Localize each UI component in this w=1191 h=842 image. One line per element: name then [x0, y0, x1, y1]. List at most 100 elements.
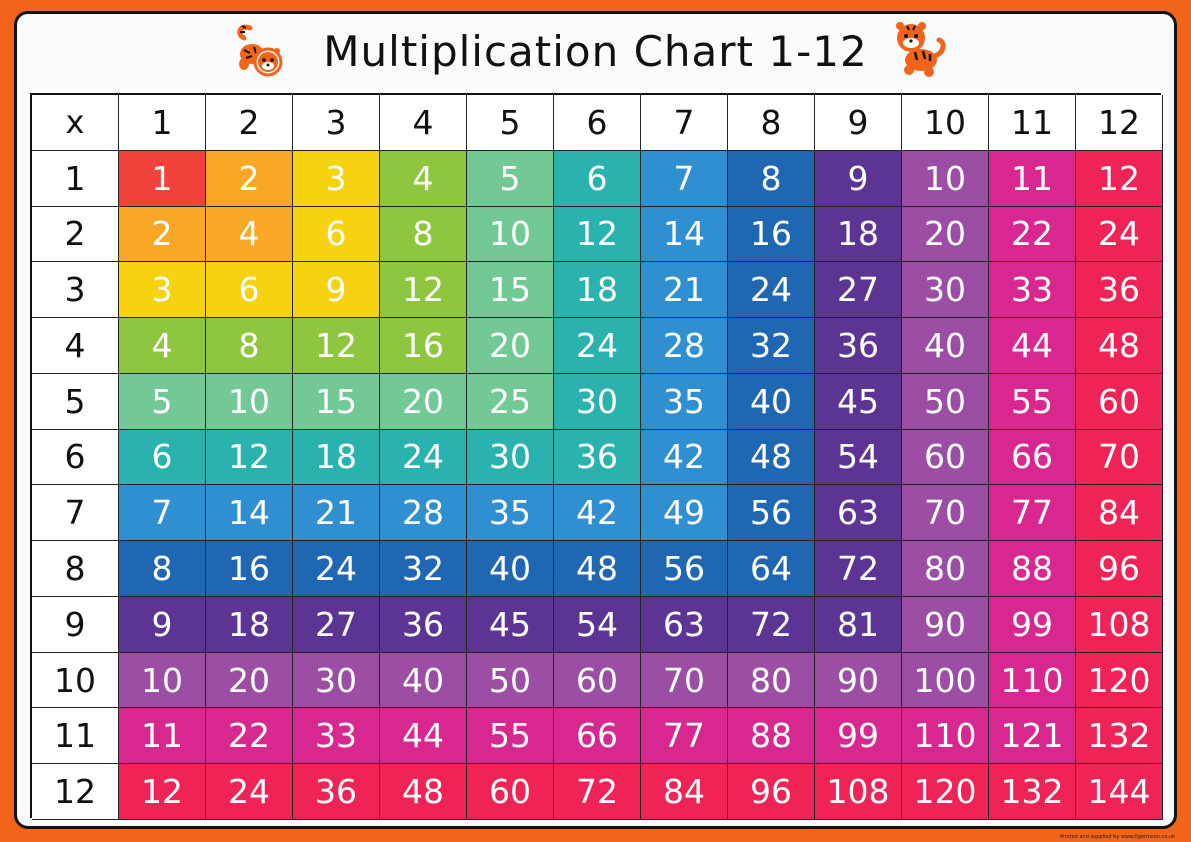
product-cell: 7 [641, 150, 728, 207]
product-cell: 10 [206, 373, 293, 430]
product-cell: 21 [641, 262, 728, 319]
product-cell: 54 [815, 429, 902, 486]
product-cell: 2 [206, 150, 293, 207]
product-cell: 42 [554, 485, 641, 542]
product-cell: 24 [293, 541, 380, 597]
product-cell: 49 [641, 485, 728, 542]
product-cell: 14 [206, 485, 293, 542]
product-cell: 108 [815, 764, 902, 820]
product-cell: 81 [815, 596, 902, 653]
product-cell: 22 [206, 708, 293, 765]
product-cell: 27 [815, 262, 902, 319]
product-cell: 100 [902, 652, 989, 709]
product-cell: 132 [989, 764, 1076, 820]
tiger-illustration-right [893, 18, 949, 80]
row-header: 9 [32, 596, 119, 653]
column-header: 9 [815, 95, 902, 151]
row-header: 6 [32, 429, 119, 486]
product-cell: 24 [728, 262, 815, 319]
product-cell: 9 [119, 596, 206, 653]
product-cell: 40 [902, 318, 989, 374]
product-cell: 54 [554, 596, 641, 653]
product-cell: 6 [293, 206, 380, 263]
column-header: 10 [902, 95, 989, 151]
product-cell: 8 [728, 150, 815, 207]
row-header: 4 [32, 318, 119, 374]
column-header: 1 [119, 95, 206, 151]
product-cell: 60 [902, 429, 989, 486]
product-cell: 8 [380, 206, 467, 263]
column-header: 7 [641, 95, 728, 151]
product-cell: 56 [728, 485, 815, 542]
product-cell: 1 [119, 150, 206, 207]
product-cell: 120 [902, 764, 989, 820]
row-header: 7 [32, 485, 119, 542]
product-cell: 6 [119, 429, 206, 486]
product-cell: 36 [293, 764, 380, 820]
product-cell: 63 [641, 596, 728, 653]
product-cell: 12 [293, 318, 380, 374]
product-cell: 88 [728, 708, 815, 765]
product-cell: 80 [902, 541, 989, 597]
product-cell: 66 [554, 708, 641, 765]
product-cell: 77 [641, 708, 728, 765]
column-header: 12 [1076, 95, 1163, 151]
product-cell: 36 [554, 429, 641, 486]
product-cell: 84 [641, 764, 728, 820]
product-cell: 80 [728, 652, 815, 709]
product-cell: 48 [554, 541, 641, 597]
product-cell: 24 [380, 429, 467, 486]
product-cell: 25 [467, 373, 554, 430]
product-cell: 24 [206, 764, 293, 820]
product-cell: 22 [989, 206, 1076, 263]
product-cell: 12 [119, 764, 206, 820]
product-cell: 50 [467, 652, 554, 709]
product-cell: 99 [989, 596, 1076, 653]
product-cell: 35 [641, 373, 728, 430]
column-header: 6 [554, 95, 641, 151]
product-cell: 72 [728, 596, 815, 653]
product-cell: 32 [728, 318, 815, 374]
product-cell: 20 [467, 318, 554, 374]
product-cell: 48 [728, 429, 815, 486]
page-title: Multiplication Chart 1-12 [323, 27, 868, 76]
product-cell: 132 [1076, 708, 1163, 765]
product-cell: 60 [1076, 373, 1163, 430]
column-header: 8 [728, 95, 815, 151]
product-cell: 21 [293, 485, 380, 542]
product-cell: 4 [206, 206, 293, 263]
product-cell: 96 [1076, 541, 1163, 597]
product-cell: 90 [815, 652, 902, 709]
product-cell: 60 [467, 764, 554, 820]
product-cell: 70 [1076, 429, 1163, 486]
product-cell: 44 [989, 318, 1076, 374]
product-cell: 12 [206, 429, 293, 486]
product-cell: 72 [815, 541, 902, 597]
product-cell: 45 [815, 373, 902, 430]
product-cell: 6 [554, 150, 641, 207]
product-cell: 70 [641, 652, 728, 709]
product-cell: 7 [119, 485, 206, 542]
product-cell: 144 [1076, 764, 1163, 820]
product-cell: 50 [902, 373, 989, 430]
product-cell: 40 [380, 652, 467, 709]
product-cell: 30 [902, 262, 989, 319]
product-cell: 63 [815, 485, 902, 542]
product-cell: 96 [728, 764, 815, 820]
product-cell: 48 [1076, 318, 1163, 374]
product-cell: 33 [989, 262, 1076, 319]
product-cell: 36 [380, 596, 467, 653]
product-cell: 9 [293, 262, 380, 319]
product-cell: 66 [989, 429, 1076, 486]
product-cell: 8 [119, 541, 206, 597]
product-cell: 108 [1076, 596, 1163, 653]
column-header: 11 [989, 95, 1076, 151]
row-header: 2 [32, 206, 119, 263]
product-cell: 32 [380, 541, 467, 597]
multiplication-grid: x 1 2 3 4 5 6 7 8 9 10 11 12 1 1 2 3 4 5 6 7 8 9 10 11 12 2 2 4 6 8 10 1… [30, 93, 1163, 820]
product-cell: 28 [380, 485, 467, 542]
product-cell: 12 [554, 206, 641, 263]
row-header: 3 [32, 262, 119, 319]
row-header: 11 [32, 708, 119, 765]
product-cell: 60 [554, 652, 641, 709]
